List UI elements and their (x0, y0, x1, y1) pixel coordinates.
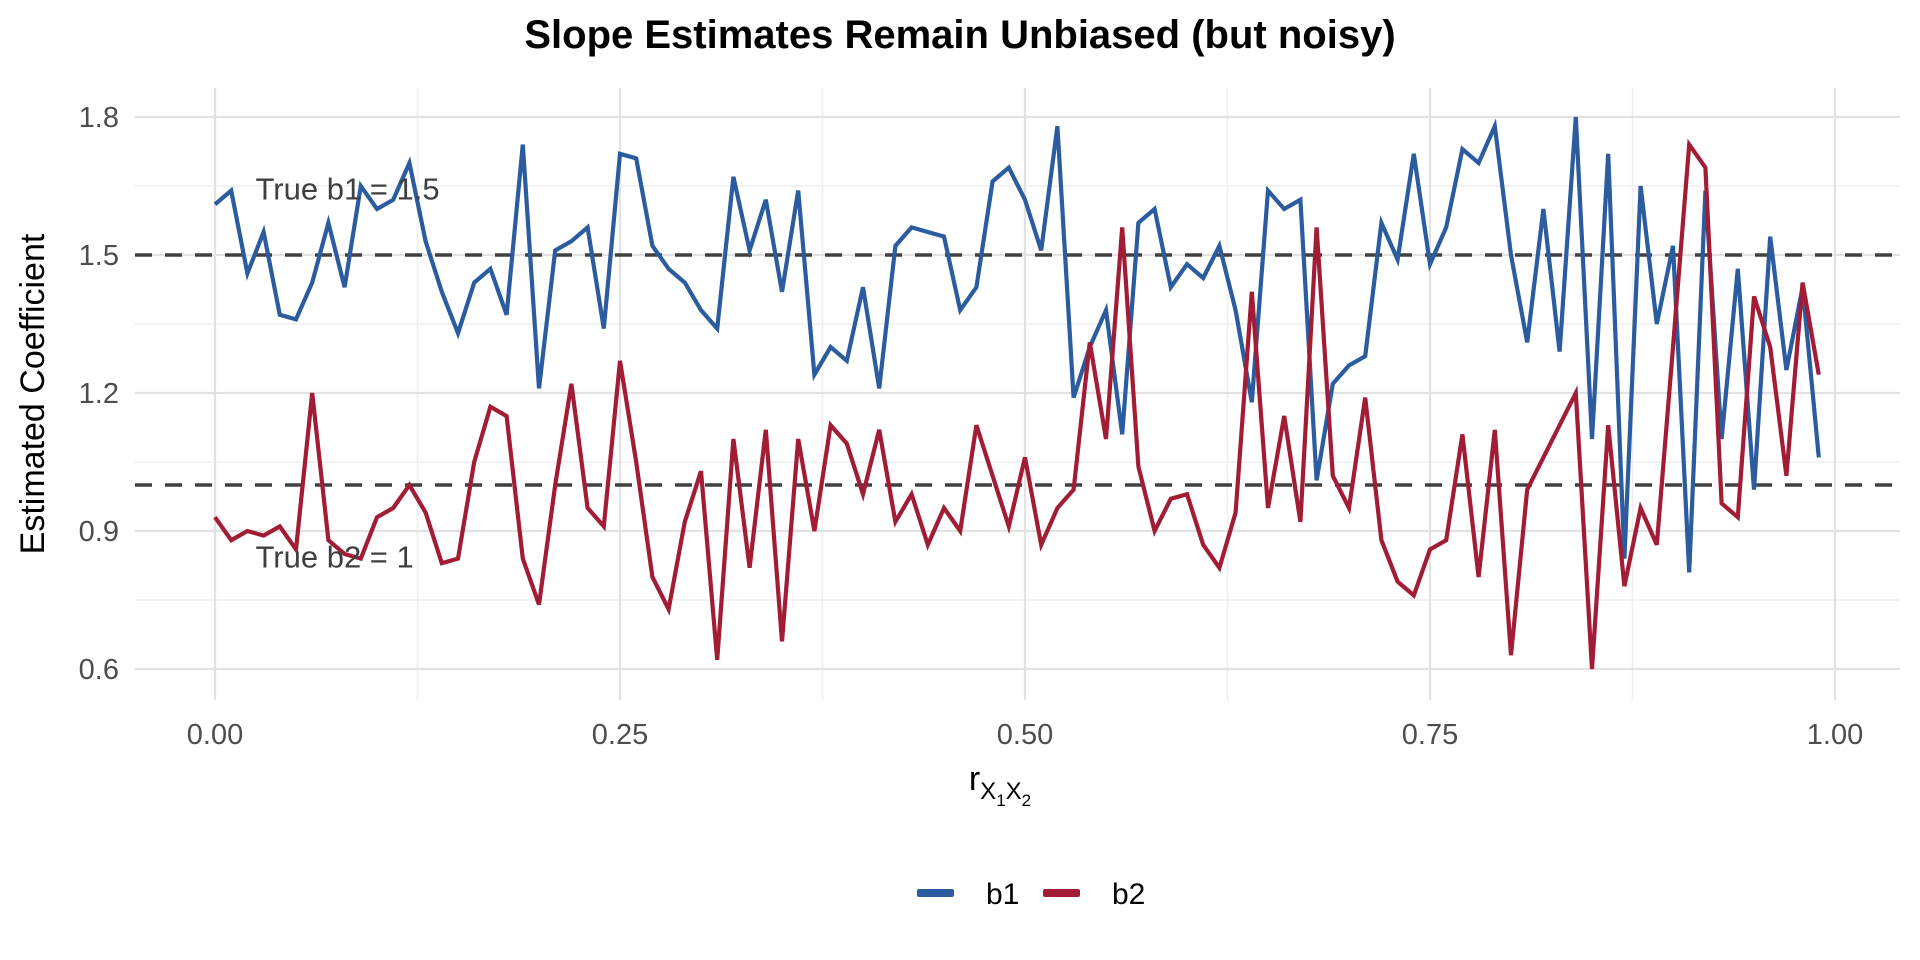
x-tick-label: 0.25 (592, 719, 648, 751)
legend-swatch-b1 (917, 889, 954, 897)
x-axis-title-main: r (969, 760, 980, 798)
chart-title: Slope Estimates Remain Unbiased (but noi… (524, 13, 1395, 57)
y-axis-tick-labels: 0.6 0.9 1.2 1.5 1.8 (79, 102, 119, 686)
x-axis-title-sub-2: 2 (1022, 791, 1031, 810)
legend-label-b1: b1 (986, 878, 1019, 911)
x-axis-title-sub-1: 1 (996, 791, 1005, 810)
x-tick-label: 1.00 (1807, 719, 1863, 751)
y-tick-label: 0.9 (79, 516, 119, 548)
series-line-b2 (213, 138, 1821, 670)
y-tick-label: 1.5 (79, 240, 119, 272)
legend-swatch-b2 (1043, 889, 1080, 897)
legend: b1 b2 (917, 878, 1145, 911)
x-tick-label: 0.50 (997, 719, 1053, 751)
x-tick-label: 0.75 (1402, 719, 1458, 751)
data-series-lines (213, 116, 1821, 670)
x-axis-tick-labels: 0.00 0.25 0.50 0.75 1.00 (187, 719, 1863, 751)
x-tick-label: 0.00 (187, 719, 243, 751)
annotations: True b1 = 1.5 True b2 = 1 (256, 171, 440, 574)
y-tick-label: 0.6 (79, 654, 119, 686)
y-tick-label: 1.2 (79, 378, 119, 410)
y-axis-title: Estimated Coefficient (14, 233, 52, 554)
legend-label-b2: b2 (1112, 878, 1145, 911)
y-tick-label: 1.8 (79, 102, 119, 134)
series-line-b1 (213, 116, 1821, 573)
x-axis-title: rX1X2 (969, 760, 1031, 810)
annotation-true-b1-1-5: True b1 = 1.5 (256, 171, 440, 206)
x-axis-title-sub-x1: X (980, 778, 996, 805)
annotation-true-b2-1: True b2 = 1 (256, 539, 414, 574)
x-axis-title-sub-x2: X (1006, 778, 1022, 805)
